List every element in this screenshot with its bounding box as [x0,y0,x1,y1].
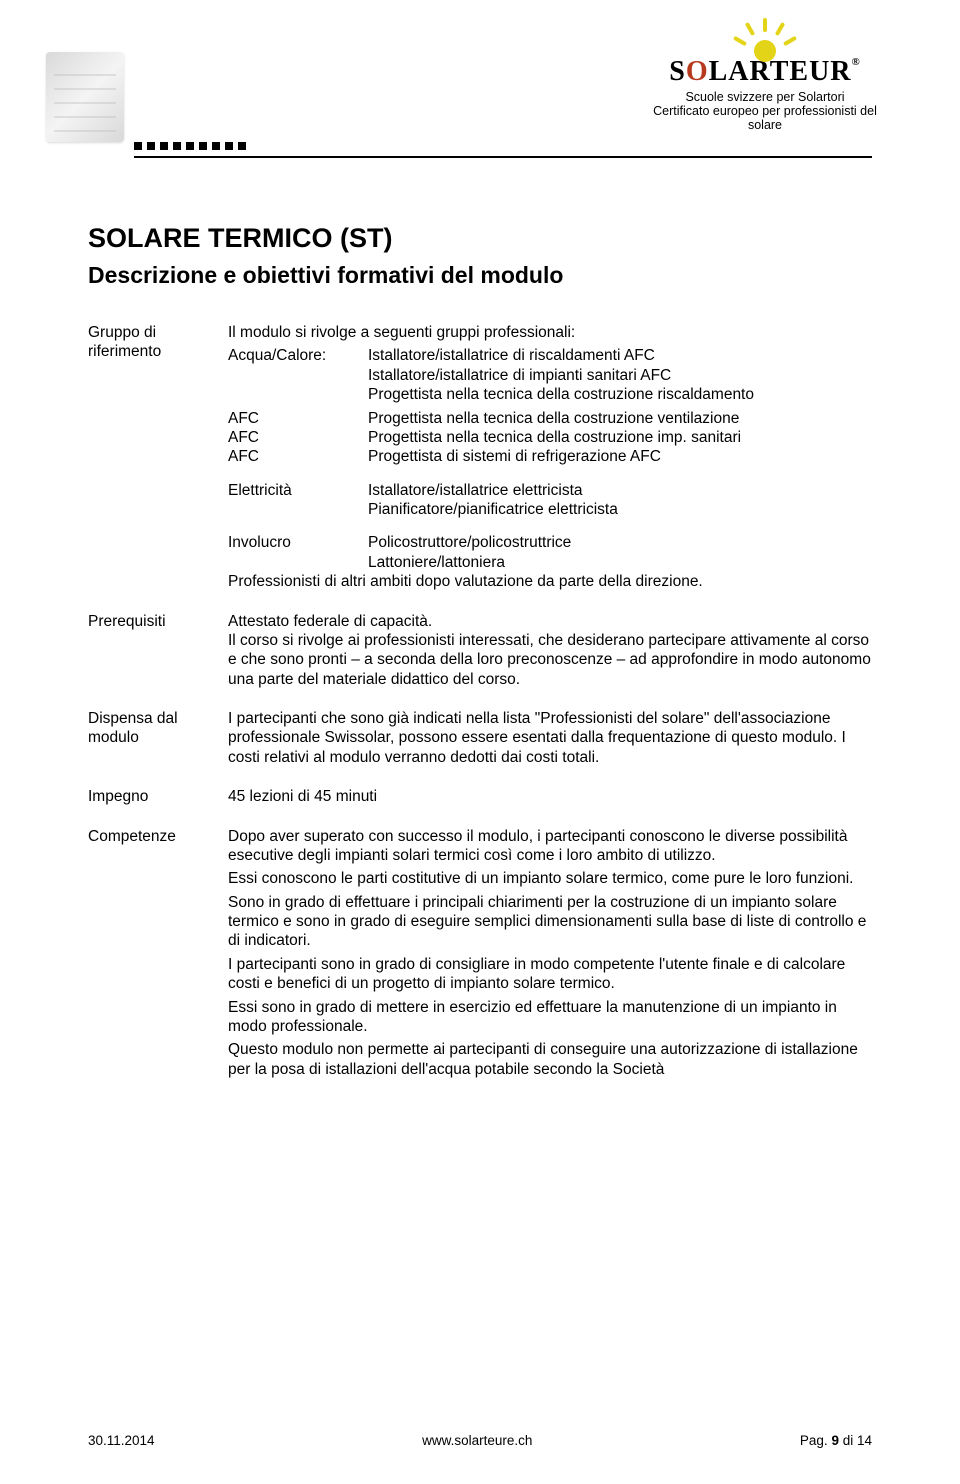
section-prerequisiti: Prerequisiti Attestato federale di capac… [88,612,872,690]
label-gruppo: Gruppo di riferimento [88,323,228,362]
value-prerequisiti: Attestato federale di capacità. Il corso… [228,612,872,690]
label-competenze: Competenze [88,827,228,846]
sun-icon [730,20,800,60]
footer-page: Pag. 9 di 14 [800,1433,872,1448]
gruppo-afc-row-2: AFC Progettista di sistemi di refrigeraz… [228,447,872,466]
inv-line-0: Policostruttore/policostruttrice [368,533,872,552]
inv-label: Involucro [228,533,368,552]
page-subtitle: Descrizione e obiettivi formativi del mo… [88,262,872,289]
value-competenze: Dopo aver superato con successo il modul… [228,827,872,1084]
section-gruppo: Gruppo di riferimento Il modulo si rivol… [88,323,872,592]
gruppo-involucro: Involucro Policostruttore/policostruttri… [228,533,872,572]
elett-line-1: Pianificatore/pianificatrice elettricist… [368,500,872,519]
solarteur-logo-block: SOLARTEUR® Scuole svizzere per Solartori… [650,20,880,132]
elett-lines: Istallatore/istallatrice elettricista Pi… [368,481,872,520]
gruppo-closing: Professionisti di altri ambiti dopo valu… [228,572,872,591]
afc-label-0: AFC [228,409,368,428]
afc-line-2: Progettista di sistemi di refrigerazione… [368,447,872,466]
section-competenze: Competenze Dopo aver superato con succes… [88,827,872,1084]
section-impegno: Impegno 45 lezioni di 45 minuti [88,787,872,806]
comp-p5: Questo modulo non permette ai partecipan… [228,1040,872,1079]
gruppo-intro: Il modulo si rivolge a seguenti gruppi p… [228,323,872,342]
comp-p2: Sono in grado di effettuare i principali… [228,893,872,951]
page-footer: 30.11.2014 www.solarteure.ch Pag. 9 di 1… [88,1433,872,1448]
value-dispensa: I partecipanti che sono già indicati nel… [228,709,872,767]
afc-line-1: Progettista nella tecnica della costruzi… [368,428,872,447]
gruppo-afc-row-0: AFC Progettista nella tecnica della cost… [228,409,872,428]
content: SOLARE TERMICO (ST) Descrizione e obiett… [88,223,872,1083]
inv-line-1: Lattoniere/lattoniera [368,553,872,572]
inv-lines: Policostruttore/policostruttrice Lattoni… [368,533,872,572]
decorative-squares [134,142,246,150]
gruppo-elettricita: Elettricità Istallatore/istallatrice ele… [228,481,872,520]
afc-label-1: AFC [228,428,368,447]
afc-label-2: AFC [228,447,368,466]
acqua-line-1: Istallatore/istallatrice di impianti san… [368,366,872,385]
registered-icon: ® [852,56,861,68]
label-impegno: Impegno [88,787,228,806]
elett-line-0: Istallatore/istallatrice elettricista [368,481,872,500]
brand-pre: S [669,56,686,87]
comp-p3: I partecipanti sono in grado di consigli… [228,955,872,994]
acqua-line-0: Istallatore/istallatrice di riscaldament… [368,346,872,365]
section-dispensa: Dispensa dal modulo I partecipanti che s… [88,709,872,767]
footer-date: 30.11.2014 [88,1433,155,1448]
footer-url: www.solarteure.ch [422,1433,532,1448]
gruppo-acqua-lines: Istallatore/istallatrice di riscaldament… [368,346,872,404]
acqua-line-2: Progettista nella tecnica della costruzi… [368,385,872,404]
value-impegno: 45 lezioni di 45 minuti [228,787,872,806]
tagline-2: Certificato europeo per professionisti d… [650,104,880,132]
page-header: SOLARTEUR® Scuole svizzere per Solartori… [88,48,872,153]
page: SOLARTEUR® Scuole svizzere per Solartori… [0,0,960,1484]
left-org-logo [46,52,124,142]
tagline-1: Scuole svizzere per Solartori [650,90,880,104]
comp-p4: Essi sono in grado di mettere in eserciz… [228,998,872,1037]
label-prerequisiti: Prerequisiti [88,612,228,631]
header-rule [134,156,872,158]
comp-p1: Essi conoscono le parti costitutive di u… [228,869,872,888]
gruppo-acqua-label: Acqua/Calore: [228,346,368,365]
gruppo-afc-row-1: AFC Progettista nella tecnica della cost… [228,428,872,447]
elett-label: Elettricità [228,481,368,500]
brand-post: LARTEUR [709,56,852,87]
comp-p0: Dopo aver superato con successo il modul… [228,827,872,866]
brand-red: O [686,56,709,87]
value-gruppo: Il modulo si rivolge a seguenti gruppi p… [228,323,872,592]
gruppo-acqua: Acqua/Calore: Istallatore/istallatrice d… [228,346,872,404]
afc-line-0: Progettista nella tecnica della costruzi… [368,409,872,428]
page-title: SOLARE TERMICO (ST) [88,223,872,254]
label-dispensa: Dispensa dal modulo [88,709,228,748]
